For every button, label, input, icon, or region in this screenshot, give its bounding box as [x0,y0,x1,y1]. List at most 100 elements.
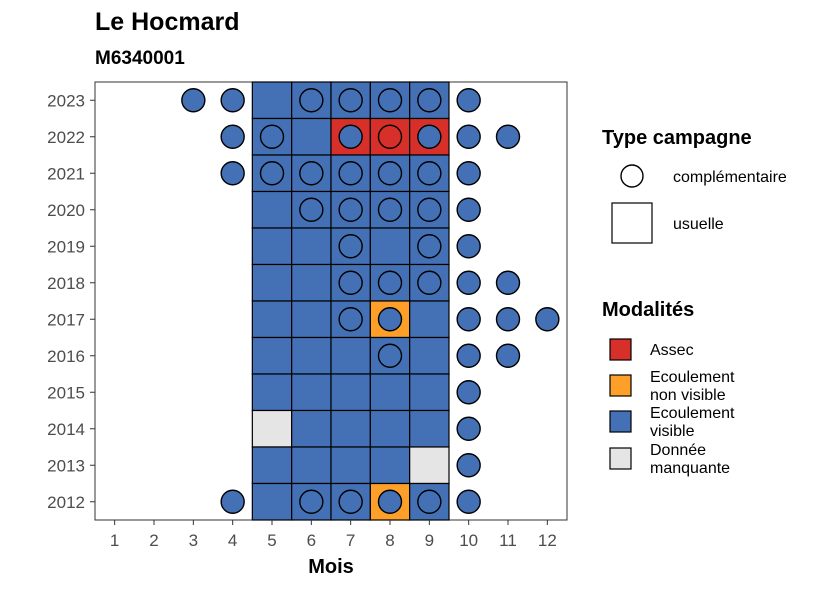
point-2022-7 [338,124,363,149]
chart-title: Le Hocmard [95,8,239,36]
axes: 1 2 3 4 5 6 7 8 9 10 11 122012201320142015201620172… [47,91,557,578]
tile-2017-5 [251,300,293,339]
x-tick-label: 8 [385,531,394,550]
point-2018-8 [377,270,403,295]
legend-type-label: complémentaire [673,169,787,186]
x-tick-label: 3 [189,531,198,550]
legend-label-manquante: manquante [650,460,730,477]
point-2022-5 [259,124,285,149]
tile-2022-6 [291,117,332,156]
tile-2013-9 [409,446,450,485]
point-2022-10 [456,124,481,149]
point-2021-9 [417,161,442,186]
tile-2017-6 [291,300,332,339]
x-tick-label: 12 [538,531,557,550]
tile-2017-9 [409,300,450,339]
y-tick-label: 2018 [47,274,85,293]
point-2020-6 [299,197,324,222]
legend-label-assec: Assec [650,342,694,359]
legend-key-non_visible [609,374,632,397]
tile-2015-9 [409,373,450,412]
legend-label-visible: visible [650,423,695,440]
tile-2016-6 [291,336,332,375]
legend-key-assec [609,338,632,361]
y-tick-label: 2022 [47,128,85,147]
tile-2013-6 [291,446,332,485]
legend-modalites-title: Modalités [602,299,694,321]
point-2017-12 [535,307,560,332]
x-tick-label: 4 [228,531,237,550]
tile-2016-5 [251,336,293,375]
point-2021-4 [220,161,245,186]
tile-2014-6 [291,409,332,448]
tile-2019-8 [369,227,411,266]
point-2021-10 [456,161,481,186]
y-tick-label: 2016 [47,347,85,366]
point-2012-9 [417,489,442,514]
point-2021-7 [338,161,363,186]
point-2021-5 [259,161,285,186]
tile-2014-8 [369,409,411,448]
x-axis-label: Mois [308,556,354,578]
tile-2016-7 [330,336,371,375]
point-2016-10 [456,343,481,368]
point-2016-8 [377,343,403,368]
point-2020-9 [417,197,442,222]
tile-2016-9 [409,336,450,375]
tile-2013-7 [330,446,371,485]
point-2018-9 [417,270,442,295]
point-2023-10 [456,88,481,113]
point-2022-11 [495,124,521,149]
tile-2023-5 [251,81,293,120]
tile-2014-9 [409,409,450,448]
point-2023-7 [338,88,363,113]
legend-square-key [611,202,653,244]
point-2023-9 [417,88,442,113]
y-tick-label: 2020 [47,201,85,220]
point-2017-7 [338,307,363,332]
point-2022-8 [377,124,403,149]
point-2019-9 [417,234,442,259]
point-2012-8 [377,489,403,514]
tile-2014-5 [251,409,293,448]
y-tick-label: 2017 [47,310,85,329]
tile-2015-5 [251,373,293,412]
x-tick-label: 6 [307,531,316,550]
legend-key-manquante [609,447,632,470]
tile-2015-7 [330,373,371,412]
tile-2020-5 [251,190,293,229]
point-2022-4 [220,124,245,149]
x-tick-label: 7 [346,531,355,550]
legend-type-label: usuelle [673,216,724,233]
legend-type-title: Type campagne [602,127,752,149]
tile-2015-8 [369,373,411,412]
point-2016-11 [495,343,521,368]
tile-2019-5 [251,227,293,266]
legend-label-non_visible: Ecoulement [650,369,735,386]
point-2023-6 [299,88,324,113]
point-2013-10 [456,453,481,478]
x-tick-label: 11 [499,531,517,550]
point-2012-4 [220,489,245,514]
point-2018-11 [495,270,521,295]
point-2017-11 [495,307,521,332]
point-2018-10 [456,270,481,295]
point-2018-7 [338,270,363,295]
legend: Type campagne complémentaire usuelle Modali… [602,127,787,477]
point-2014-10 [456,416,481,441]
y-tick-label: 2023 [47,91,85,110]
y-tick-label: 2021 [47,164,85,183]
complementary-campaign-points [181,88,560,514]
legend-label-visible: Ecoulement [650,405,735,422]
point-2019-7 [338,234,363,259]
point-2023-4 [220,88,245,113]
tile-2013-8 [369,446,411,485]
y-tick-label: 2012 [47,493,85,512]
tile-2018-6 [291,263,332,302]
tile-2013-5 [251,446,293,485]
point-2019-10 [456,234,481,259]
point-2020-7 [338,197,363,222]
tile-2015-6 [291,373,332,412]
x-tick-label: 9 [425,531,434,550]
